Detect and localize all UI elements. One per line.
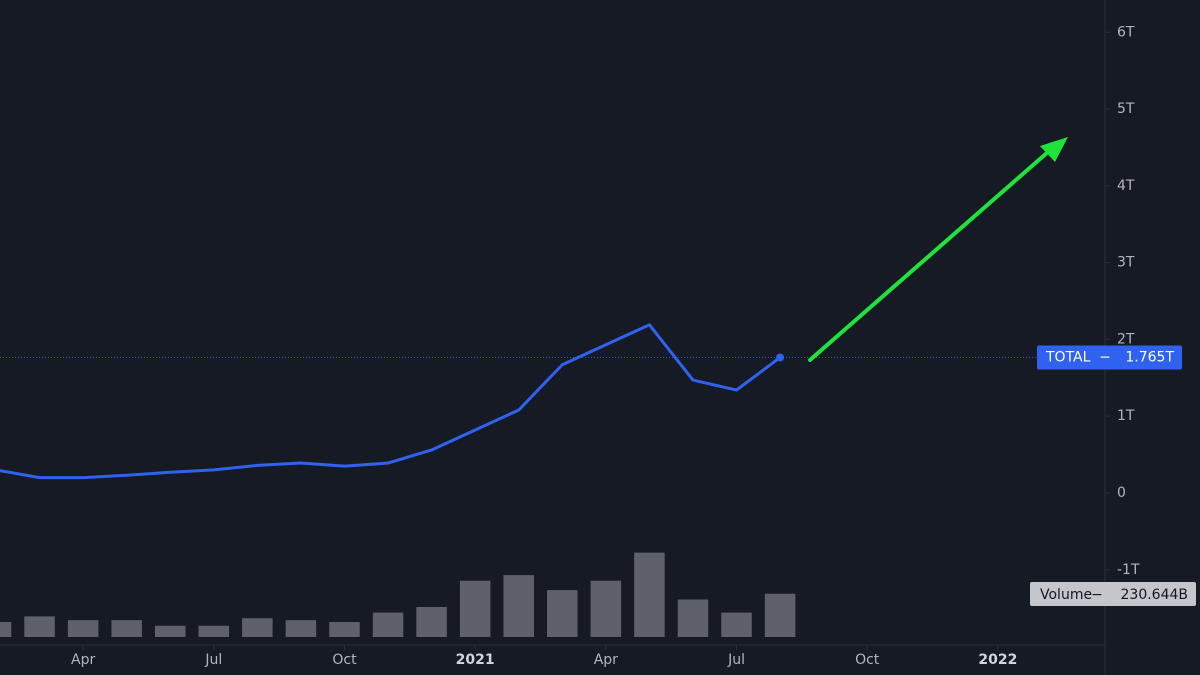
volume-bar bbox=[67, 620, 99, 637]
price-line bbox=[0, 323, 781, 480]
volume-label-bg bbox=[1030, 582, 1196, 606]
volume-legend: Volume − 230.644B bbox=[1030, 582, 1196, 606]
volume-bar bbox=[24, 616, 55, 637]
x-tick-label: Oct bbox=[855, 652, 880, 668]
volume-bar bbox=[677, 599, 709, 637]
y-tick-label: 6T bbox=[1117, 24, 1135, 40]
volume-bar bbox=[154, 625, 186, 637]
volume-bar bbox=[459, 580, 491, 637]
arrow-shaft bbox=[808, 150, 1050, 362]
volume-bar bbox=[764, 593, 796, 637]
volume-bar bbox=[503, 575, 534, 637]
volume-bar bbox=[416, 607, 447, 637]
volume-last-value: 230.644B bbox=[1121, 587, 1189, 603]
series-name: TOTAL bbox=[1045, 349, 1091, 365]
y-tick-label: 3T bbox=[1117, 255, 1135, 271]
volume-sep: − bbox=[1091, 587, 1103, 603]
volume-bar bbox=[198, 625, 230, 637]
price-sep: − bbox=[1099, 349, 1111, 365]
x-tick-label: 2021 bbox=[456, 652, 495, 668]
y-tick-label: 2T bbox=[1117, 331, 1135, 347]
x-tick-label: Apr bbox=[71, 652, 95, 668]
last-price-dot bbox=[776, 353, 785, 362]
last-price-value: 1.765T bbox=[1125, 349, 1174, 365]
price-label-bg bbox=[1037, 345, 1182, 370]
price-legend: TOTAL −1.765T bbox=[1037, 345, 1182, 370]
x-tick-label: Jul bbox=[204, 652, 222, 668]
volume-bar bbox=[285, 620, 317, 637]
volume-bar bbox=[634, 552, 665, 637]
x-tick-label: Oct bbox=[332, 652, 357, 668]
y-tick-label: 5T bbox=[1117, 101, 1135, 117]
y-tick-label: 0 bbox=[1117, 485, 1126, 501]
arrow-head bbox=[1040, 137, 1068, 162]
y-tick-label: 1T bbox=[1117, 408, 1135, 424]
volume-bar bbox=[372, 612, 404, 637]
volume-name: Volume bbox=[1040, 587, 1092, 603]
volume-bar bbox=[111, 620, 142, 637]
volume-bar bbox=[0, 622, 12, 637]
annotation-arrow bbox=[808, 137, 1068, 362]
volume-bar bbox=[547, 590, 578, 637]
volume-bar bbox=[590, 580, 622, 637]
x-tick-label: 2022 bbox=[978, 652, 1017, 668]
x-tick-label: Apr bbox=[594, 652, 618, 668]
y-tick-label: -1T bbox=[1117, 562, 1140, 578]
volume-bar bbox=[242, 618, 273, 637]
volume-bar bbox=[329, 622, 360, 637]
y-tick-label: 4T bbox=[1117, 178, 1135, 194]
x-tick-label: Jul bbox=[727, 652, 745, 668]
volume-bar bbox=[721, 612, 752, 637]
